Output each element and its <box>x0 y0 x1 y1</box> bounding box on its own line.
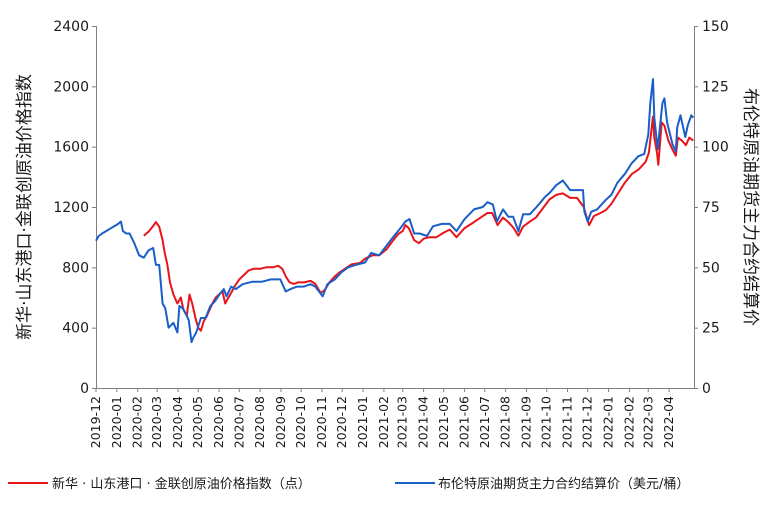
right-tick-label: 150 <box>702 19 729 35</box>
x-tick-label: 2021-08 <box>498 396 513 448</box>
right-tick-label: 50 <box>702 260 720 276</box>
x-tick-label: 2020-10 <box>293 396 308 448</box>
right-axis-ticks: 0 25 50 75 100 125 150 <box>694 19 729 397</box>
x-axis-ticks: 2019-12 2020-01 2020-02 2020-03 2020-04 2020-… <box>88 388 676 448</box>
legend: 新华 · 山东港口 · 金联创原油价格指数（点） 布伦特原油期货主力合约结算价（… <box>8 476 689 492</box>
right-tick-label: 125 <box>702 79 729 95</box>
left-tick-label: 400 <box>62 321 89 337</box>
left-tick-label: 2400 <box>53 19 89 35</box>
left-tick-label: 800 <box>62 260 89 276</box>
x-tick-label: 2020-02 <box>130 396 145 448</box>
x-tick-label: 2021-01 <box>355 396 370 448</box>
left-axis-ticks: 0 400 800 1200 1600 2000 2400 <box>53 19 96 397</box>
left-tick-label: 2000 <box>53 79 89 95</box>
x-tick-label: 2021-11 <box>560 396 575 448</box>
x-tick-label: 2019-12 <box>88 396 103 448</box>
left-axis-label: 新华·山东港口·金联创原油价格指数 <box>15 74 35 340</box>
x-tick-label: 2020-08 <box>252 396 267 448</box>
x-tick-label: 2020-09 <box>273 396 288 448</box>
x-tick-label: 2020-05 <box>190 396 205 448</box>
left-tick-label: 0 <box>80 381 89 397</box>
series-line-brent <box>95 78 695 344</box>
right-axis-label: 布伦特原油期货主力合约结算价 <box>740 88 760 326</box>
right-tick-label: 100 <box>702 140 729 156</box>
x-tick-label: 2021-09 <box>519 396 534 448</box>
right-tick-label: 25 <box>702 321 720 337</box>
x-tick-label: 2020-03 <box>149 396 164 448</box>
x-tick-label: 2021-02 <box>376 396 391 448</box>
x-tick-label: 2021-07 <box>477 396 492 448</box>
legend-label-brent: 布伦特原油期货主力合约结算价（美元/桶） <box>438 476 689 492</box>
left-tick-label: 1600 <box>53 140 89 156</box>
x-tick-label: 2021-03 <box>395 396 410 448</box>
x-tick-label: 2020-01 <box>109 396 124 448</box>
x-tick-label: 2022-01 <box>601 396 616 448</box>
x-tick-label: 2022-02 <box>621 396 636 448</box>
axes-frame <box>96 26 695 389</box>
x-tick-label: 2021-12 <box>580 396 595 448</box>
x-tick-label: 2021-04 <box>416 396 431 448</box>
legend-label-index: 新华 · 山东港口 · 金联创原油价格指数（点） <box>52 476 311 492</box>
series-lines <box>95 78 695 344</box>
x-tick-label: 2021-06 <box>457 396 472 448</box>
x-tick-label: 2020-06 <box>211 396 226 448</box>
right-tick-label: 0 <box>702 381 711 397</box>
x-tick-label: 2020-12 <box>334 396 349 448</box>
x-tick-label: 2020-07 <box>231 396 246 448</box>
x-tick-label: 2021-05 <box>436 396 451 448</box>
x-tick-label: 2022-03 <box>640 396 655 448</box>
right-tick-label: 75 <box>702 200 720 216</box>
x-tick-label: 2020-04 <box>170 396 185 448</box>
left-tick-label: 1200 <box>53 200 89 216</box>
x-tick-label: 2021-10 <box>539 396 554 448</box>
series-line-index <box>143 115 694 332</box>
x-tick-label: 2020-11 <box>314 396 329 448</box>
x-tick-label: 2022-04 <box>661 396 676 448</box>
